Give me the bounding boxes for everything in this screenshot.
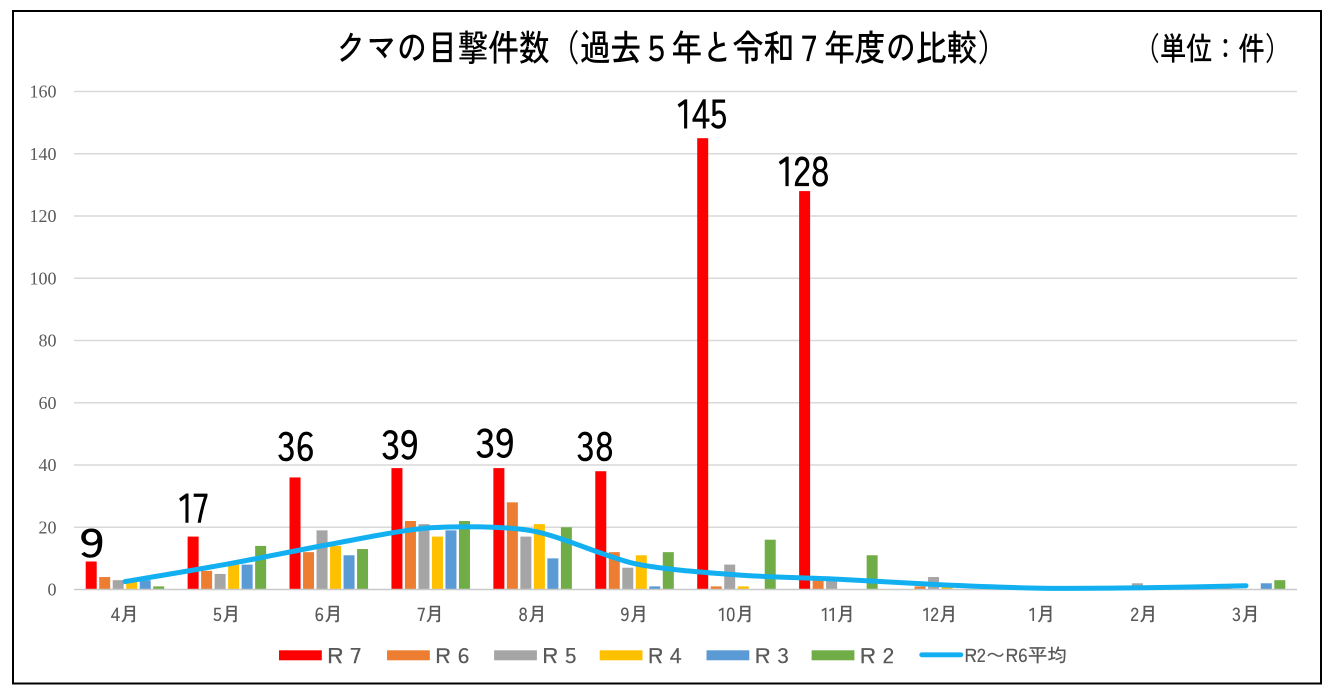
svg-text:100: 100	[30, 268, 57, 288]
svg-text:40: 40	[39, 455, 57, 475]
svg-text:80: 80	[39, 331, 57, 351]
svg-text:140: 140	[30, 144, 57, 164]
svg-text:20: 20	[39, 517, 57, 537]
svg-text:120: 120	[30, 206, 57, 226]
svg-text:60: 60	[39, 393, 57, 413]
svg-text:0: 0	[48, 580, 57, 600]
svg-text:160: 160	[30, 82, 57, 102]
